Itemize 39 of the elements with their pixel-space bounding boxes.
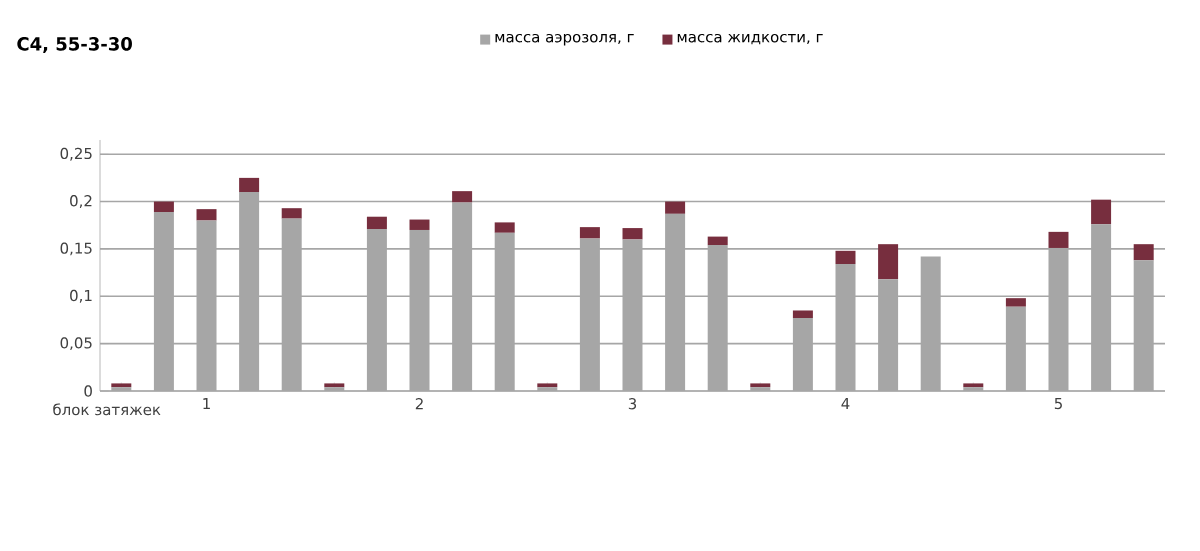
bar [452, 191, 473, 203]
bar [239, 177, 260, 193]
bar [409, 219, 430, 230]
bar [153, 201, 174, 212]
y-tick-label: 0,2 [70, 195, 92, 209]
chart-title: C4, 55-3-30 [17, 37, 132, 53]
bar [537, 383, 558, 388]
y-tick-label: 0,1 [70, 289, 92, 303]
y-tick-label: 0,15 [60, 242, 92, 256]
bar [665, 201, 686, 214]
bar [494, 222, 515, 233]
bar [792, 310, 813, 319]
bar [111, 383, 132, 388]
x-tick-label: 5 [1054, 398, 1062, 410]
bar [878, 244, 899, 280]
bar [324, 383, 345, 388]
legend-label: масса жидкости, г [677, 33, 823, 45]
bar [622, 228, 643, 240]
bar [281, 208, 302, 219]
x-tick-label: 4 [841, 398, 850, 409]
x-tick-label: 2 [415, 398, 423, 410]
bar [1048, 231, 1069, 248]
bar [1091, 199, 1112, 225]
x-tick-label: 1 [203, 398, 210, 409]
bar [196, 209, 217, 221]
y-tick-label: 0,05 [60, 337, 92, 351]
bar [579, 227, 600, 239]
y-tick-label: 0 [84, 385, 92, 397]
bar [835, 250, 856, 265]
bar [750, 383, 771, 388]
y-tick-label: 0,25 [60, 147, 92, 161]
bar [1005, 298, 1026, 307]
x-tick-label: 3 [628, 398, 637, 410]
bar [366, 216, 387, 230]
bar [707, 236, 728, 246]
bar [963, 383, 984, 388]
x-axis-title: блок затяжек [53, 403, 161, 416]
bar [1133, 244, 1154, 261]
legend-label: масса аэрозоля, г [495, 33, 634, 46]
